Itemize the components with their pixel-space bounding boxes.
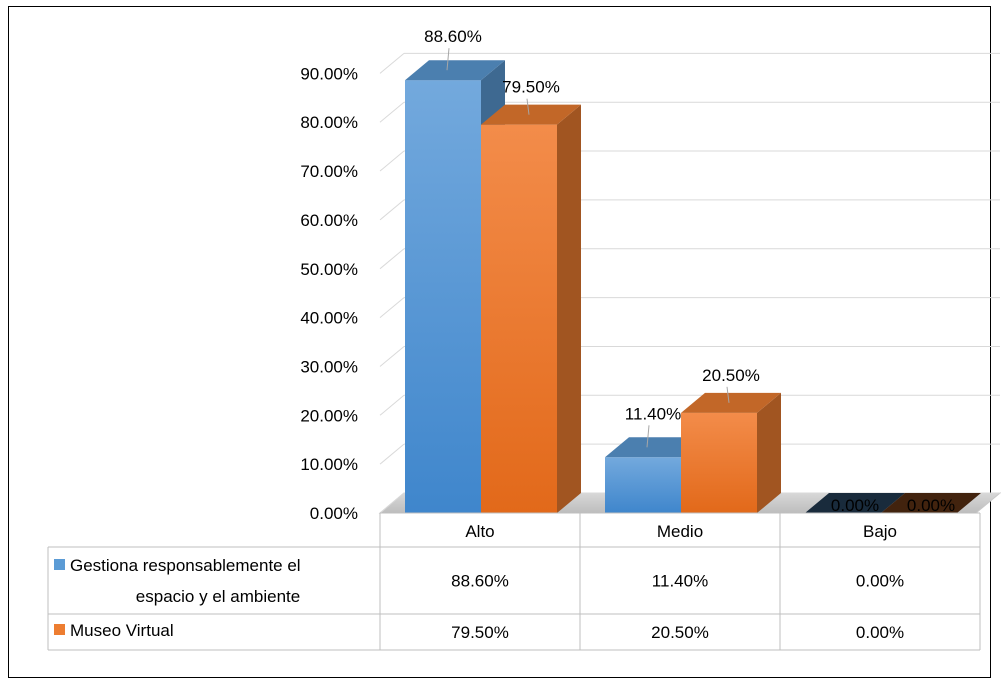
series-name: Museo Virtual <box>70 621 174 640</box>
legend-key <box>54 624 65 635</box>
bar <box>405 80 481 514</box>
y-tick-label: 60.00% <box>300 211 358 230</box>
y-tick-label: 50.00% <box>300 260 358 279</box>
data-label: 79.50% <box>502 78 560 97</box>
data-label: 88.60% <box>424 27 482 46</box>
bar-top <box>881 493 981 513</box>
gridline-diag <box>379 297 405 318</box>
y-tick-label: 40.00% <box>300 309 358 328</box>
legend-key <box>54 559 65 570</box>
bar <box>605 457 681 513</box>
table-cell: 20.50% <box>651 623 709 642</box>
table-cell: 0.00% <box>856 623 904 642</box>
gridline-diag <box>379 492 405 514</box>
gridline-diag <box>379 346 405 367</box>
data-label-leader <box>526 98 530 115</box>
data-label-leader <box>446 48 450 71</box>
table-cell: 11.40% <box>652 572 708 591</box>
bar <box>681 412 757 513</box>
data-label-leader <box>646 425 650 448</box>
gridline-diag <box>379 394 405 416</box>
data-label: 11.40% <box>625 404 681 423</box>
y-tick-label: 0.00% <box>310 504 358 523</box>
y-tick-label: 10.00% <box>300 455 358 474</box>
category-label: Alto <box>465 522 494 541</box>
bar-top <box>805 493 905 513</box>
table-cell: 79.50% <box>451 623 509 642</box>
table-cell: 88.60% <box>451 572 509 591</box>
category-label: Medio <box>657 522 703 541</box>
bar-top <box>481 104 581 125</box>
bar-side <box>557 104 581 513</box>
gridline-diag <box>379 248 405 270</box>
bar-top <box>405 60 505 81</box>
y-tick-label: 20.00% <box>300 406 358 425</box>
category-label: Bajo <box>863 522 897 541</box>
series-name: Gestiona responsablemente el <box>70 556 301 575</box>
data-label: 20.50% <box>702 366 760 385</box>
bar-top <box>605 437 705 458</box>
gridline-diag <box>379 443 405 465</box>
bar <box>481 124 557 513</box>
bar-side <box>757 392 781 513</box>
data-label-leader <box>726 386 730 403</box>
y-tick-label: 70.00% <box>300 162 358 181</box>
gridline-diag <box>379 101 405 123</box>
y-tick-label: 30.00% <box>300 357 358 376</box>
gridline-diag <box>379 52 405 74</box>
y-tick-label: 90.00% <box>300 64 358 83</box>
data-label: 0.00% <box>907 496 955 515</box>
gridline-diag <box>379 150 405 172</box>
gridline-diag <box>379 199 405 221</box>
y-tick-label: 80.00% <box>300 113 358 132</box>
table-cell: 0.00% <box>856 572 904 591</box>
bar-top <box>681 392 781 413</box>
data-label: 0.00% <box>831 496 879 515</box>
series-name: espacio y el ambiente <box>136 587 300 606</box>
